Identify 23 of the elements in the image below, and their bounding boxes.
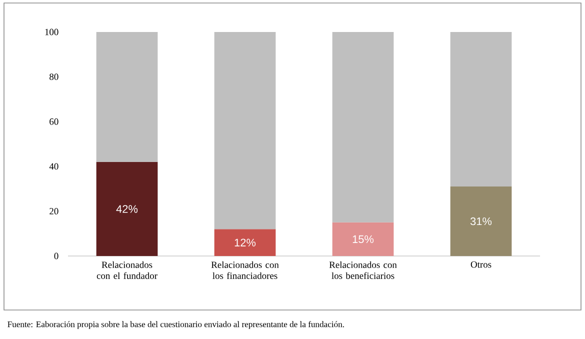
- bar: [214, 229, 276, 256]
- bar: [332, 222, 394, 256]
- bar: [450, 32, 512, 187]
- x-tick-label: Relacionados con los financiadores: [211, 261, 279, 279]
- y-tick-label: 100: [45, 28, 58, 36]
- y-tick-label: 80: [50, 74, 58, 80]
- bar: [96, 162, 158, 256]
- bar: [96, 32, 158, 162]
- data-label: 15%: [352, 235, 374, 244]
- data-label: 42%: [116, 205, 138, 213]
- y-tick-label: 60: [50, 118, 58, 125]
- y-tick-label: 20: [50, 208, 58, 214]
- x-tick-label: Relacionados con el fundador: [96, 261, 158, 279]
- data-label: 12%: [234, 238, 256, 246]
- y-tick-label: 40: [49, 163, 58, 170]
- x-tick-label: Relacionados con los beneficiarios: [329, 261, 397, 279]
- bar: [332, 32, 394, 222]
- bar: [450, 186, 512, 256]
- y-tick-label: 0: [54, 252, 58, 260]
- source-note: Fuente: Eaboración propia sobre la base del cuestionario enviado al representante de la fundación.: [8, 321, 344, 329]
- bar: [214, 32, 276, 230]
- x-tick-label: Otros: [470, 261, 492, 268]
- data-label: 31%: [470, 217, 492, 226]
